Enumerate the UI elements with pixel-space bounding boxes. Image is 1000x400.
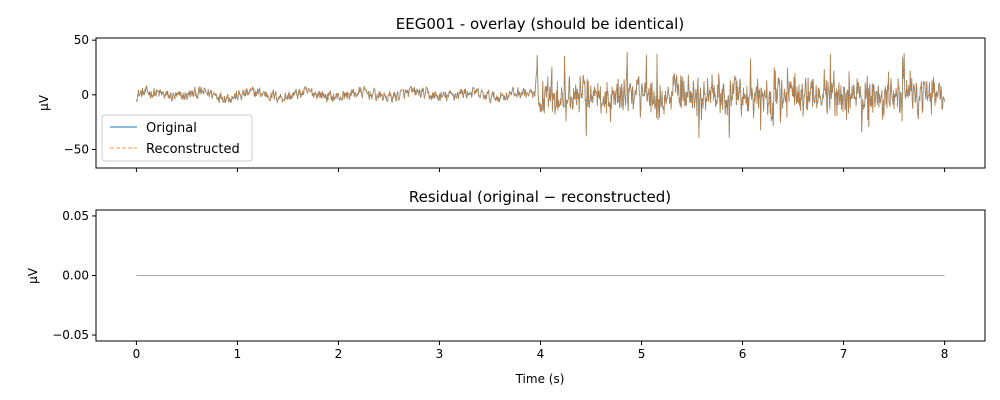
residual-title: Residual (original − reconstructed) [409, 188, 671, 206]
legend-label-reconstructed: Reconstructed [146, 142, 240, 157]
residual-axes-frame [95, 209, 986, 342]
legend-box [101, 114, 253, 162]
residual-ytick-label: 0.05 [62, 209, 89, 223]
residual-xtick-label: 2 [335, 347, 343, 361]
residual-xtick-label: 4 [537, 347, 545, 361]
overlay-series-layer [136, 51, 945, 139]
residual-xlabel: Time (s) [515, 372, 565, 386]
residual-ylabel: µV [26, 267, 40, 284]
overlay-panel: EEG001 - overlay (should be identical) µ… [37, 15, 986, 172]
overlay-axes-frame [95, 37, 986, 169]
residual-ticks: 0 1 2 3 4 5 6 7 8 −0.05 0.00 0.05 [52, 209, 948, 361]
overlay-ylabel: µV [37, 94, 51, 111]
residual-xtick-label: 0 [133, 347, 141, 361]
residual-ytick-label: −0.05 [52, 328, 89, 342]
series-reconstructed-line [136, 51, 945, 139]
overlay-ytick-label: −50 [64, 142, 89, 156]
residual-xtick-label: 1 [234, 347, 242, 361]
legend: Original Reconstructed [101, 114, 253, 162]
residual-xtick-label: 3 [436, 347, 444, 361]
legend-label-original: Original [146, 121, 197, 136]
overlay-title: EEG001 - overlay (should be identical) [396, 15, 684, 33]
residual-panel: Residual (original − reconstructed) µV T… [26, 188, 986, 386]
residual-xtick-label: 7 [840, 347, 848, 361]
overlay-ticks: −50 0 50 [64, 33, 946, 172]
overlay-ytick-label: 0 [81, 88, 89, 102]
residual-xtick-label: 6 [739, 347, 747, 361]
residual-xtick-label: 5 [638, 347, 646, 361]
residual-xtick-label: 8 [941, 347, 949, 361]
residual-ytick-label: 0.00 [62, 269, 89, 283]
overlay-ytick-label: 50 [74, 33, 89, 47]
